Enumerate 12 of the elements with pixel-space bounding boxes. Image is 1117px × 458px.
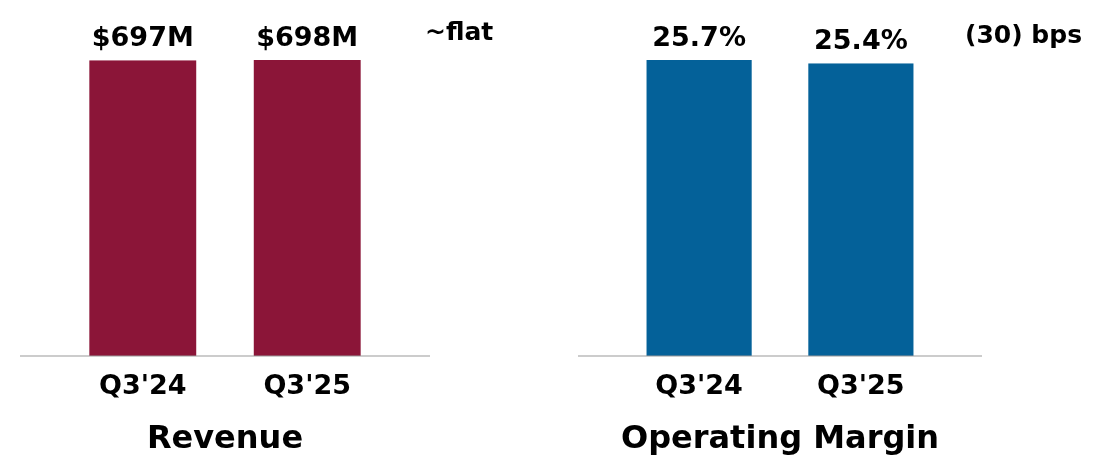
- data-label: $697M: [91, 21, 194, 53]
- text: Operating Margin: [620, 418, 940, 456]
- text: ~flat: [425, 17, 494, 46]
- data-label: $698M: [256, 21, 359, 52]
- text: Revenue: [146, 418, 304, 456]
- text: (30) bps: [965, 20, 1083, 50]
- data-label: 25.7%: [652, 21, 746, 52]
- x-tick-label: Q3'25: [263, 369, 352, 400]
- x-tick-label: Q3'25: [817, 369, 905, 400]
- x-tick-label: Q3'24: [98, 369, 187, 400]
- x-tick-label: Q3'24: [655, 369, 743, 400]
- data-label: 25.4%: [814, 24, 908, 56]
